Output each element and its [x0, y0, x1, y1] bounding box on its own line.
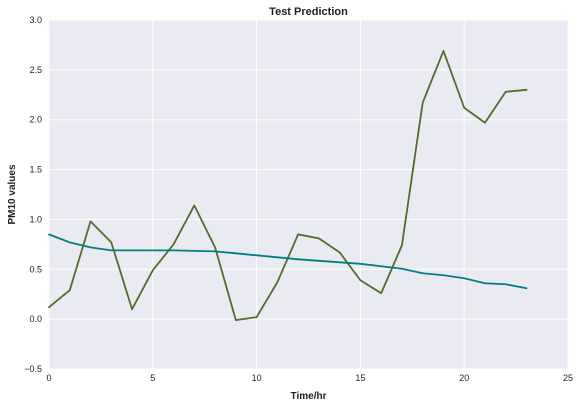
chart-title: Test Prediction: [269, 6, 348, 18]
x-tick-label: 5: [150, 373, 155, 383]
gridlines: [48, 19, 569, 370]
y-axis-label: PM10 values: [7, 164, 18, 224]
x-tick-label: 20: [459, 373, 469, 383]
x-tick-label: 15: [355, 373, 365, 383]
x-tick-label: 0: [46, 373, 51, 383]
y-tick-label: 1.0: [29, 214, 42, 224]
series-layer: [48, 50, 528, 322]
series-line-2: [48, 233, 528, 290]
y-axis-ticks: −0.5 0.0 0.5 1.0 1.5 2.0 2.5 3.0: [24, 15, 42, 374]
y-tick-label: −0.5: [24, 364, 42, 374]
y-tick-label: 0.0: [29, 314, 42, 324]
y-tick-label: 2.5: [29, 65, 42, 75]
plot-area: [49, 20, 568, 369]
x-tick-label: 25: [563, 373, 573, 383]
x-axis-label: Time/hr: [291, 391, 327, 402]
y-tick-label: 0.5: [29, 264, 42, 274]
y-tick-label: 1.5: [29, 165, 42, 175]
x-tick-label: 10: [252, 373, 262, 383]
x-axis-ticks: 0 5 10 15 20 25: [46, 373, 573, 383]
y-tick-label: 3.0: [29, 15, 42, 25]
y-tick-label: 2.0: [29, 115, 42, 125]
